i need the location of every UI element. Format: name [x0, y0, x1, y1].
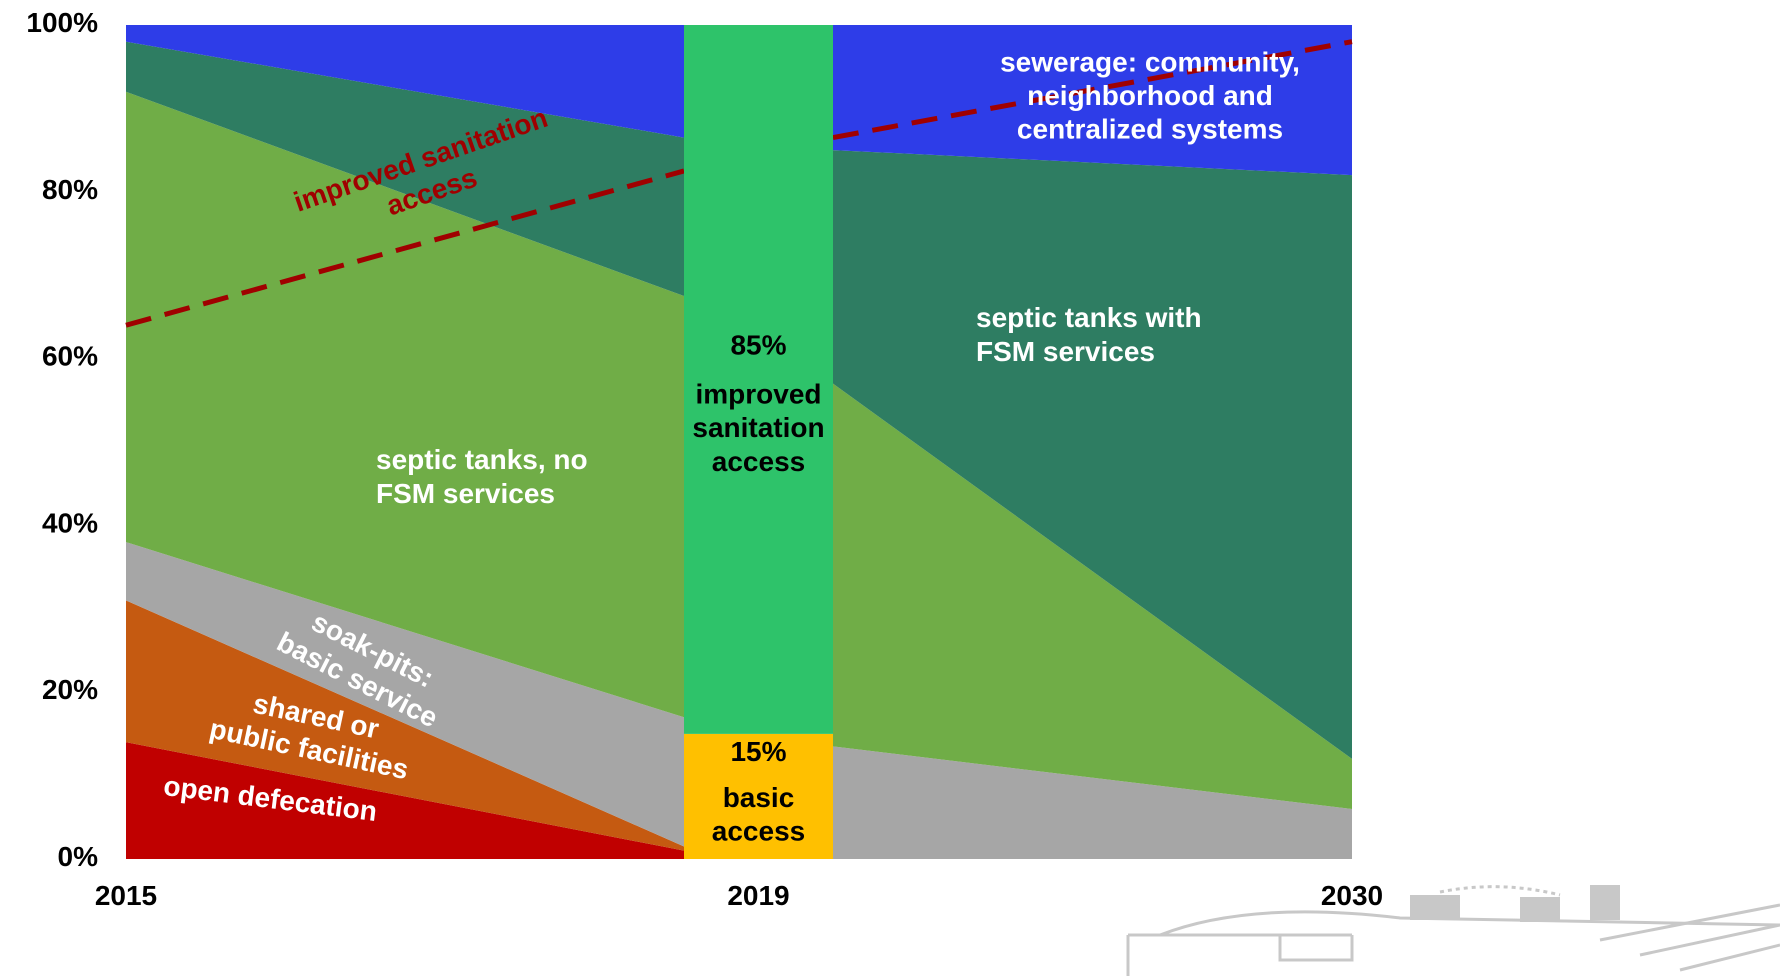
area: [126, 91, 684, 718]
area: [126, 41, 684, 297]
y-tick-label: 60%: [42, 341, 98, 372]
x-tick-label: 2030: [1321, 880, 1383, 911]
y-tick-label: 40%: [42, 508, 98, 539]
y-tick-label: 80%: [42, 174, 98, 205]
area: [126, 600, 684, 851]
decoration: [1126, 885, 1780, 976]
bar: [684, 25, 833, 734]
series-label: septic tanks with FSM services: [976, 303, 1202, 368]
area: [833, 383, 1352, 809]
y-tick-label: 100%: [26, 7, 98, 38]
x-tick-label: 2015: [95, 880, 157, 911]
area: [126, 542, 684, 847]
y-tick-label: 20%: [42, 675, 98, 706]
area: [833, 746, 1352, 859]
series-label: septic tanks, no FSM services: [376, 445, 588, 510]
area: [833, 150, 1352, 759]
line: [832, 39, 1353, 141]
area: [833, 25, 1352, 176]
value-label: 85%: [730, 330, 786, 361]
series-label: sewerage: community, neighborhood and cent…: [1000, 47, 1300, 145]
value-label: 15%: [730, 737, 786, 768]
bar: [684, 733, 833, 859]
area: [126, 742, 684, 859]
x-tick-label: 2019: [727, 880, 789, 911]
series-label: basic access: [712, 782, 805, 847]
line: [125, 168, 685, 328]
y-tick-label: 0%: [58, 841, 99, 872]
area: [126, 25, 684, 138]
series-label: improved sanitation access: [692, 379, 824, 477]
